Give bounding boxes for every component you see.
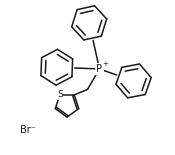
Text: Br⁻: Br⁻: [20, 125, 36, 135]
Text: +: +: [102, 61, 108, 67]
Text: P: P: [96, 64, 102, 74]
Text: S: S: [57, 90, 63, 99]
